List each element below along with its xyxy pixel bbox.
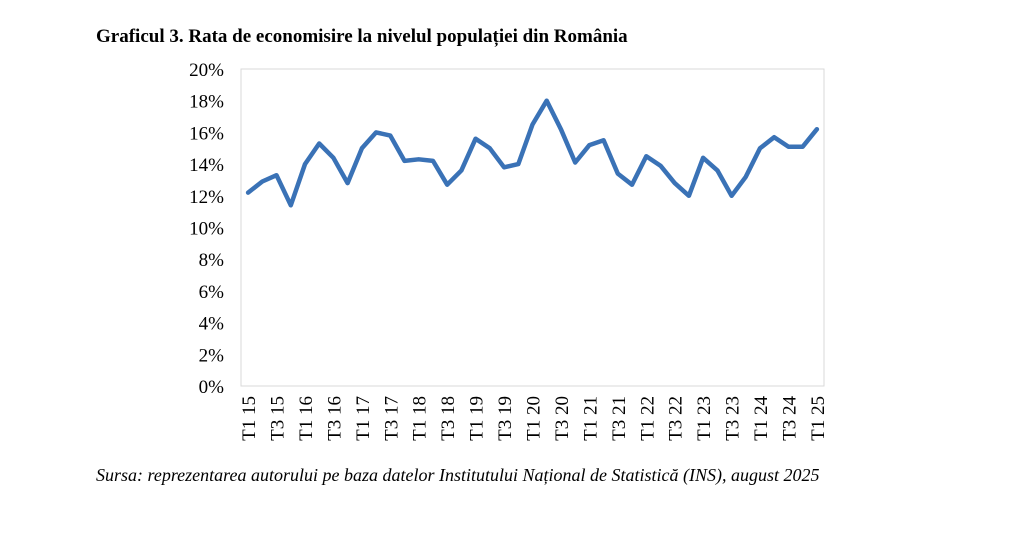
x-tick-label: T1 21 bbox=[580, 396, 601, 441]
x-tick-label: T3 19 bbox=[495, 396, 516, 441]
savings-rate-line bbox=[245, 98, 820, 208]
y-tick-label: 2% bbox=[199, 345, 225, 366]
y-tick-label: 20% bbox=[189, 60, 224, 81]
x-tick-label: T1 25 bbox=[808, 396, 829, 441]
x-tick-label: T1 24 bbox=[751, 396, 772, 441]
y-tick-label: 8% bbox=[199, 250, 225, 271]
line-chart: 0%2%4%6%8%10%12%14%16%18%20% T1 15 T3 15 T… bbox=[189, 60, 829, 441]
x-tick-label: T3 23 bbox=[723, 396, 744, 441]
x-tick-label: T3 16 bbox=[324, 396, 345, 441]
y-tick-label: 6% bbox=[199, 282, 225, 303]
x-tick-label: T1 20 bbox=[524, 396, 545, 441]
x-tick-label: T1 23 bbox=[694, 396, 715, 441]
x-tick-label: T3 22 bbox=[666, 396, 687, 441]
x-tick-label: T1 17 bbox=[353, 396, 374, 441]
x-tick-label: T3 21 bbox=[609, 396, 630, 441]
x-tick-label: T1 22 bbox=[637, 396, 658, 441]
x-axis-ticks: T1 15 T3 15 T1 16 T3 16 T1 17 T3 17 T1 18 T3 18… bbox=[239, 396, 829, 441]
x-tick-label: T3 24 bbox=[779, 396, 800, 441]
x-tick-label: T1 15 bbox=[239, 396, 260, 441]
x-tick-label: T3 20 bbox=[552, 396, 573, 441]
y-tick-label: 18% bbox=[189, 92, 224, 113]
y-axis-ticks: 0% 2% 4% 6% 8% 10% 12% 14% 16% 18% 20% bbox=[189, 60, 224, 398]
x-tick-label: T1 19 bbox=[467, 396, 488, 441]
y-tick-label: 14% bbox=[189, 155, 224, 176]
x-tick-label: T3 17 bbox=[381, 396, 402, 441]
y-tick-label: 16% bbox=[189, 123, 224, 144]
x-tick-label: T3 18 bbox=[438, 396, 459, 441]
plot-area-border bbox=[240, 68, 825, 387]
y-tick-label: 12% bbox=[189, 187, 224, 208]
chart-title: Graficul 3. Rata de economisire la nivel… bbox=[96, 26, 628, 47]
x-tick-label: T1 16 bbox=[296, 396, 317, 441]
source-note: Sursa: reprezentarea autorului pe baza d… bbox=[96, 465, 820, 485]
y-tick-label: 0% bbox=[199, 377, 225, 398]
x-tick-label: T3 15 bbox=[268, 396, 289, 441]
y-tick-label: 4% bbox=[199, 314, 225, 335]
y-tick-label: 10% bbox=[189, 219, 224, 240]
x-tick-label: T1 18 bbox=[410, 396, 431, 441]
